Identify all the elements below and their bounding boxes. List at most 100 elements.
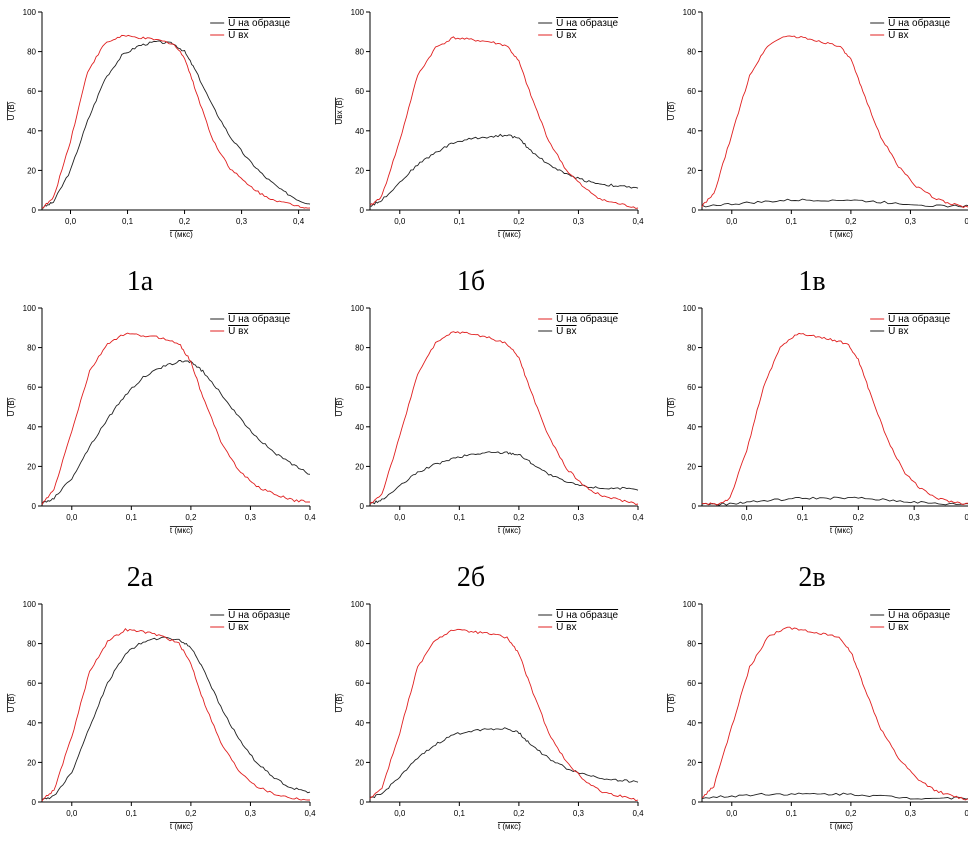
y-axis-label: U (В) (7, 397, 16, 416)
y-tick-label: 20 (687, 758, 696, 767)
y-tick-label: 100 (23, 8, 37, 17)
y-tick-label: 20 (355, 758, 364, 767)
chart-3c: 0 20 40 60 80 100 0,0 0,1 0,2 0,3 0,4 t (мкс) U (В) U… (667, 600, 968, 831)
x-axis-label: t (мкс) (830, 230, 853, 239)
y-tick-label: 20 (27, 758, 36, 767)
series-line-input (42, 34, 311, 209)
x-tick-label: 0,3 (905, 809, 917, 818)
legend-label-sample: U на образце (228, 17, 290, 29)
series-line-sample (701, 792, 968, 800)
y-tick-label: 100 (683, 304, 697, 313)
y-axis-label: U (В) (667, 101, 676, 120)
chart-2b: 0 20 40 60 80 100 0,0 0,1 0,2 0,3 0,4 t (мкс) U (В) U… (335, 304, 644, 535)
y-tick-label: 40 (27, 423, 36, 432)
legend-label-input: U вх (228, 326, 248, 337)
y-tick-label: 100 (351, 304, 365, 313)
y-tick-label: 0 (692, 798, 697, 807)
x-tick-label: 0,3 (573, 809, 585, 818)
y-tick-label: 80 (355, 344, 364, 353)
x-tick-label: 0,1 (126, 513, 138, 522)
y-axis-label: U (В) (7, 101, 16, 120)
y-tick-label: 40 (355, 127, 364, 136)
series-line-input (701, 35, 968, 209)
x-tick-label: 0,4 (964, 809, 968, 818)
y-tick-label: 20 (355, 166, 364, 175)
legend-box (536, 312, 638, 338)
x-tick-label: 0,0 (65, 217, 77, 226)
legend-box (536, 608, 638, 634)
legend-label-sample: U на образце (228, 609, 290, 621)
x-tick-label: 0,2 (513, 513, 525, 522)
caption-2a: 2а (126, 562, 154, 593)
y-tick-label: 80 (27, 344, 36, 353)
legend-box (536, 16, 638, 42)
legend-label-input: U вх (888, 622, 908, 633)
x-tick-label: 0,4 (632, 809, 644, 818)
legend-label-sample: U вх (556, 326, 576, 337)
y-tick-label: 40 (355, 719, 364, 728)
x-tick-label: 0,1 (454, 809, 466, 818)
x-tick-label: 0,1 (797, 513, 809, 522)
caption-1a: 1а (126, 266, 154, 297)
x-tick-label: 0,2 (513, 217, 525, 226)
y-tick-label: 40 (687, 127, 696, 136)
y-tick-label: 80 (687, 640, 696, 649)
y-tick-label: 60 (27, 87, 36, 96)
x-tick-label: 0,0 (726, 809, 738, 818)
y-tick-label: 60 (355, 679, 364, 688)
legend-label-sample: U вх (888, 326, 908, 337)
series-line-sample (369, 727, 639, 799)
chart-3a: 0 20 40 60 80 100 0,0 0,1 0,2 0,3 0,4 t (мкс) U (В) U… (7, 600, 316, 831)
y-tick-label: 40 (687, 719, 696, 728)
legend-label-sample: U на образце (888, 17, 950, 29)
x-tick-label: 0,1 (122, 217, 134, 226)
x-tick-label: 0,3 (909, 513, 921, 522)
chart-1b: 0 20 40 60 80 100 0,0 0,1 0,2 0,3 0,4 t (мкс) Uвх (В… (335, 8, 644, 239)
legend-box (868, 312, 968, 338)
x-tick-label: 0,3 (573, 217, 585, 226)
y-tick-label: 80 (355, 48, 364, 57)
x-tick-label: 0,0 (394, 809, 406, 818)
series-line-input (701, 626, 968, 801)
x-tick-label: 0,2 (845, 217, 857, 226)
x-tick-label: 0,2 (179, 217, 191, 226)
chart-2a: 0 20 40 60 80 100 0,0 0,1 0,2 0,3 0,4 t (мкс) U (В) U… (7, 304, 316, 535)
x-tick-label: 0,1 (126, 809, 138, 818)
y-tick-label: 20 (687, 462, 696, 471)
legend-box (208, 312, 310, 338)
x-tick-label: 0,2 (853, 513, 865, 522)
y-axis-label: Uвх (В) (335, 97, 344, 124)
x-axis-label: t (мкс) (170, 822, 193, 831)
y-tick-label: 40 (355, 423, 364, 432)
caption-1b: 1б (456, 266, 486, 297)
series-line-sample (369, 451, 639, 505)
y-tick-label: 0 (32, 502, 37, 511)
y-tick-label: 80 (27, 640, 36, 649)
legend-label-sample: U на образце (228, 313, 290, 325)
series-line-input (369, 36, 639, 209)
y-tick-label: 20 (355, 462, 364, 471)
legend-box (208, 608, 310, 634)
x-tick-label: 0,3 (245, 809, 257, 818)
series-line-sample (369, 133, 639, 207)
series-line-sample (41, 636, 311, 800)
x-tick-label: 0,2 (845, 809, 857, 818)
x-axis-label: t (мкс) (830, 526, 853, 535)
x-axis-label: t (мкс) (830, 822, 853, 831)
y-axis-label: U (В) (335, 397, 344, 416)
chart-3b: 0 20 40 60 80 100 0,0 0,1 0,2 0,3 0,4 t (мкс) U (В) U… (335, 600, 644, 831)
x-tick-label: 0,2 (185, 513, 197, 522)
y-tick-label: 0 (360, 502, 365, 511)
x-tick-label: 0,4 (964, 513, 968, 522)
x-tick-label: 0,4 (304, 513, 316, 522)
y-axis-label: U (В) (667, 693, 676, 712)
y-tick-label: 100 (23, 304, 37, 313)
y-tick-label: 60 (27, 679, 36, 688)
y-tick-label: 60 (687, 87, 696, 96)
x-tick-label: 0,3 (245, 513, 257, 522)
y-tick-label: 100 (23, 600, 37, 609)
y-tick-label: 0 (360, 206, 365, 215)
y-tick-label: 60 (355, 87, 364, 96)
y-tick-label: 40 (27, 127, 36, 136)
